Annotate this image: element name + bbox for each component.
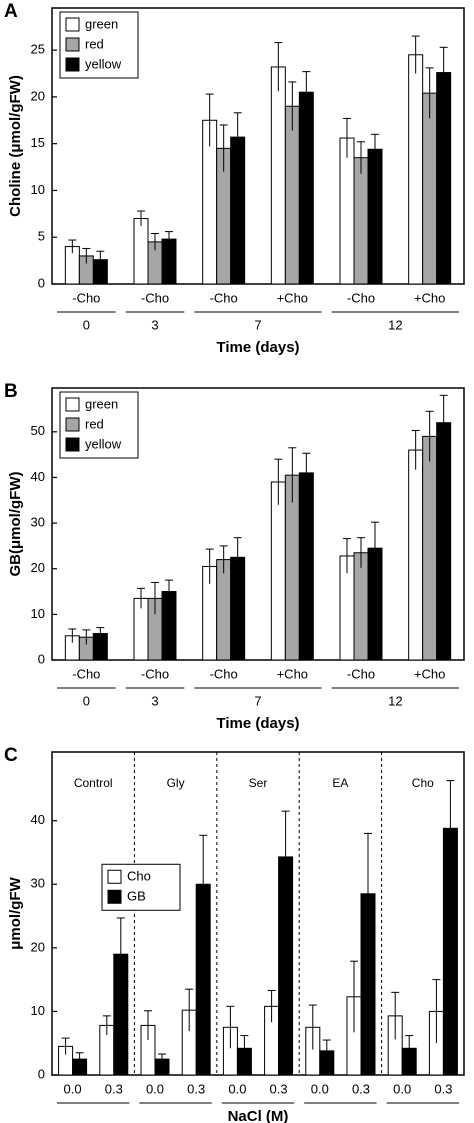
- x-tick-label: -Cho: [141, 666, 169, 681]
- y-tick-label: 10: [31, 182, 45, 197]
- x-tick-label: 0.3: [434, 1081, 452, 1096]
- legend-swatch: [65, 437, 80, 452]
- x-tick-label: 0.3: [352, 1081, 370, 1096]
- y-tick-label: 30: [31, 876, 45, 891]
- bar: [216, 559, 232, 661]
- group-label: Cho: [412, 776, 434, 790]
- x-tick-label: +Cho: [414, 666, 445, 681]
- legend-label: green: [85, 396, 118, 411]
- x-tick-label: 0.3: [105, 1081, 123, 1096]
- legend-label: yellow: [85, 56, 122, 71]
- bar: [353, 552, 369, 661]
- y-tick-label: 20: [31, 939, 45, 954]
- x-tick-label: +Cho: [414, 290, 445, 305]
- group-label: 0: [83, 317, 90, 332]
- x-axis-title: Time (days): [216, 339, 299, 356]
- y-tick-label: 10: [31, 1003, 45, 1018]
- y-tick-label: 40: [31, 812, 45, 827]
- bar: [422, 435, 438, 661]
- group-label: 3: [151, 317, 158, 332]
- bar: [284, 474, 300, 661]
- plot-frame: [51, 751, 465, 1076]
- panel-label: A: [4, 1, 18, 22]
- y-tick-label: 30: [31, 515, 45, 530]
- legend-label: red: [85, 416, 104, 431]
- plot-frame: [51, 7, 465, 285]
- group-label: 0: [83, 693, 90, 708]
- bar: [422, 92, 438, 285]
- x-tick-label: 0.0: [228, 1081, 246, 1096]
- bar: [367, 148, 383, 285]
- bar: [436, 72, 452, 285]
- x-tick-label: 0.0: [393, 1081, 411, 1096]
- legend-label: GB: [127, 889, 146, 904]
- group-label: 7: [254, 317, 261, 332]
- legend-swatch: [107, 869, 122, 884]
- x-tick-label: 0.0: [146, 1081, 164, 1096]
- legend-label: green: [85, 16, 118, 31]
- y-tick-label: 25: [31, 42, 45, 57]
- y-tick-label: 0: [38, 275, 45, 290]
- bar: [408, 449, 424, 661]
- legend-swatch: [107, 889, 122, 904]
- bar: [408, 54, 424, 285]
- bar: [339, 137, 355, 285]
- x-tick-label: -Cho: [210, 666, 238, 681]
- legend-swatch: [65, 397, 80, 412]
- y-tick-label: 20: [31, 88, 45, 103]
- bar: [133, 218, 149, 285]
- bar: [270, 66, 286, 285]
- y-tick-label: 15: [31, 135, 45, 150]
- y-axis-title: Choline (μmol/gFW): [7, 75, 24, 217]
- group-label: Gly: [167, 776, 185, 790]
- group-label: Control: [74, 776, 113, 790]
- x-tick-label: 0.3: [187, 1081, 205, 1096]
- legend-label: yellow: [85, 436, 122, 451]
- legend-swatch: [65, 57, 80, 72]
- x-tick-label: -Cho: [72, 290, 100, 305]
- x-axis-title: Time (days): [216, 715, 299, 732]
- bar: [270, 481, 286, 661]
- x-tick-label: -Cho: [347, 290, 375, 305]
- plot-frame: [51, 387, 465, 661]
- legend-label: Cho: [127, 869, 151, 884]
- x-tick-label: 0.0: [311, 1081, 329, 1096]
- panel-label: C: [4, 745, 18, 766]
- y-tick-label: 0: [38, 651, 45, 666]
- group-label: 3: [151, 693, 158, 708]
- bar: [284, 105, 300, 285]
- legend-swatch: [65, 417, 80, 432]
- y-tick-label: 20: [31, 560, 45, 575]
- y-tick-label: 10: [31, 606, 45, 621]
- y-tick-label: 40: [31, 469, 45, 484]
- x-tick-label: -Cho: [347, 666, 375, 681]
- bar: [298, 472, 314, 661]
- group-label: EA: [332, 776, 348, 790]
- x-tick-label: -Cho: [210, 290, 238, 305]
- bar: [298, 91, 314, 285]
- x-tick-label: +Cho: [277, 666, 308, 681]
- x-axis-title: NaCl (M): [228, 1108, 289, 1123]
- group-label: Ser: [249, 776, 268, 790]
- x-tick-label: 0.0: [64, 1081, 82, 1096]
- x-tick-label: 0.3: [270, 1081, 288, 1096]
- x-tick-label: -Cho: [141, 290, 169, 305]
- panel-label: B: [4, 381, 18, 402]
- y-tick-label: 5: [38, 229, 45, 244]
- group-label: 7: [254, 693, 261, 708]
- bar: [436, 422, 452, 661]
- legend-label: red: [85, 36, 104, 51]
- legend-swatch: [65, 37, 80, 52]
- x-tick-label: +Cho: [277, 290, 308, 305]
- bar: [353, 157, 369, 285]
- y-tick-label: 0: [38, 1066, 45, 1081]
- y-axis-title: μmol/gFW: [7, 876, 24, 949]
- group-label: 12: [388, 693, 402, 708]
- group-label: 12: [388, 317, 402, 332]
- y-axis-title: GB(μmol/gFW): [7, 472, 24, 577]
- x-tick-label: -Cho: [72, 666, 100, 681]
- legend-swatch: [65, 17, 80, 32]
- y-tick-label: 50: [31, 423, 45, 438]
